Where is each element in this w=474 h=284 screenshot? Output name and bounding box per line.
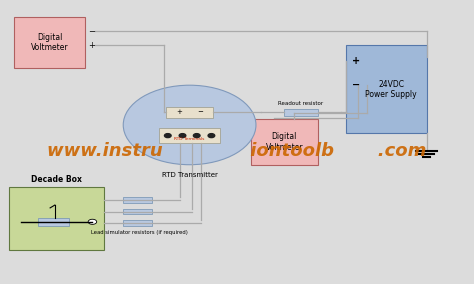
- Text: −: −: [197, 109, 203, 116]
- Text: Readout resistor: Readout resistor: [278, 101, 324, 106]
- Text: Digital
Voltmeter: Digital Voltmeter: [31, 33, 69, 52]
- Text: +: +: [88, 41, 95, 50]
- Text: Digital
Voltmeter: Digital Voltmeter: [265, 132, 303, 152]
- Circle shape: [164, 133, 171, 137]
- FancyBboxPatch shape: [9, 187, 104, 250]
- Text: Decade Box: Decade Box: [31, 175, 82, 184]
- Circle shape: [179, 133, 186, 137]
- Text: +: +: [352, 56, 360, 66]
- Text: Lead simulator resistors (if required): Lead simulator resistors (if required): [91, 230, 188, 235]
- Circle shape: [88, 219, 97, 224]
- FancyBboxPatch shape: [251, 119, 318, 165]
- Text: RTD Terminals: RTD Terminals: [174, 137, 205, 141]
- Text: −: −: [352, 80, 360, 90]
- FancyBboxPatch shape: [284, 109, 318, 116]
- FancyBboxPatch shape: [14, 17, 85, 68]
- Text: RTD Transmitter: RTD Transmitter: [162, 172, 218, 178]
- FancyBboxPatch shape: [346, 45, 427, 133]
- FancyBboxPatch shape: [123, 209, 152, 214]
- FancyBboxPatch shape: [123, 197, 152, 203]
- FancyBboxPatch shape: [159, 128, 220, 143]
- Text: −: −: [88, 27, 95, 36]
- FancyBboxPatch shape: [38, 218, 69, 226]
- Text: 24VDC
Power Supply: 24VDC Power Supply: [365, 80, 417, 99]
- FancyBboxPatch shape: [166, 107, 213, 118]
- Text: +: +: [176, 109, 182, 116]
- Circle shape: [193, 133, 200, 137]
- Circle shape: [208, 133, 215, 137]
- FancyBboxPatch shape: [123, 220, 152, 226]
- Text: www.instru              iontoolb       .com: www.instru iontoolb .com: [47, 141, 427, 160]
- Circle shape: [123, 85, 256, 165]
